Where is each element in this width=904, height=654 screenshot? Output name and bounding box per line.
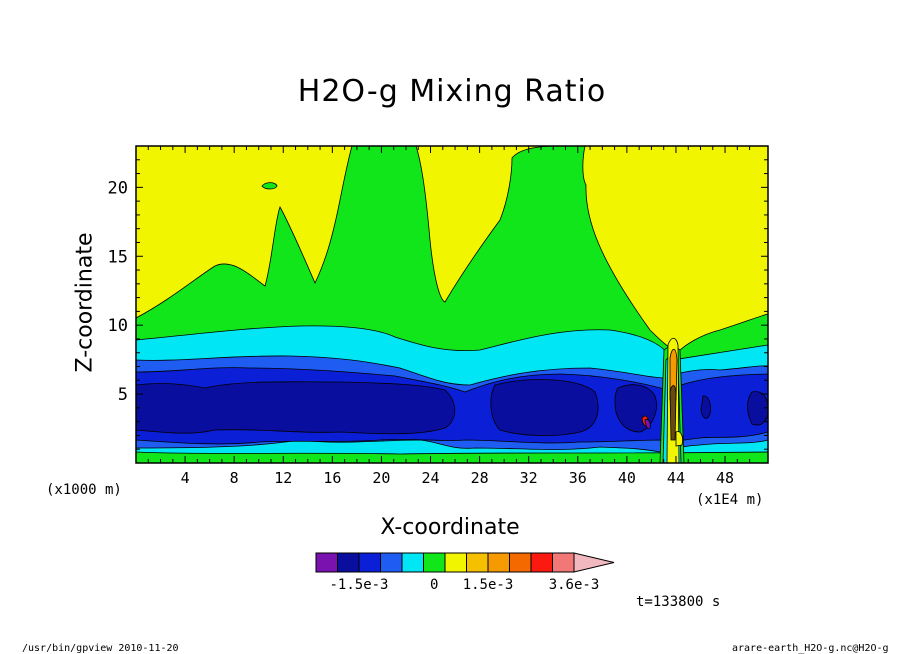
- y-tick-label: 15: [108, 247, 128, 267]
- field-green-spot: [261, 182, 278, 190]
- y-tick-label: 5: [118, 385, 128, 405]
- colorbar-swatch: [509, 552, 532, 573]
- field-spike-dark: [669, 385, 677, 441]
- x-unit-right: (x1E4 m): [696, 492, 764, 508]
- colorbar-label: 0: [430, 577, 438, 593]
- colorbar-swatch: [444, 552, 467, 573]
- y-tick-label: 20: [108, 178, 128, 198]
- colorbar-swatch: [530, 552, 553, 573]
- footer-right: arare-earth_H2O-g.nc@H2O-g: [732, 643, 889, 654]
- colorbar-swatch: [487, 552, 510, 573]
- field-navy-1: [136, 381, 456, 435]
- x-tick-label: 16: [323, 469, 341, 487]
- field-navy-2: [490, 379, 599, 437]
- y-axis-label: Z-coordinate: [72, 232, 98, 373]
- field-green-bottom: [136, 451, 768, 463]
- colorbar-label: 1.5e-3: [463, 577, 514, 593]
- chart-title: H2O-g Mixing Ratio: [297, 74, 607, 109]
- time-label: t=133800 s: [636, 594, 721, 610]
- x-tick-label: 4: [181, 469, 190, 487]
- colorbar-arrow: [573, 552, 615, 573]
- plot-frame: [135, 145, 769, 464]
- footer-left: /usr/bin/gpview 2010-11-20: [22, 643, 179, 654]
- x-tick-label: 24: [421, 469, 439, 487]
- x-tick-label: 40: [618, 469, 636, 487]
- y-tick-label: 10: [108, 316, 128, 336]
- colorbar-swatch: [358, 552, 381, 573]
- x-axis-label: X-coordinate: [380, 515, 520, 540]
- x-tick-label: 20: [372, 469, 390, 487]
- colorbar-swatch: [401, 552, 424, 573]
- x-tick-label: 8: [230, 469, 239, 487]
- colorbar-label: -1.5e-3: [329, 577, 388, 593]
- x-tick-label: 44: [667, 469, 685, 487]
- x-tick-label: 28: [471, 469, 489, 487]
- colorbar-swatch: [552, 552, 575, 573]
- x-tick-label: 36: [569, 469, 587, 487]
- colorbar-swatch: [423, 552, 446, 573]
- colorbar-swatch: [380, 552, 403, 573]
- field-spike-purple: [644, 419, 651, 430]
- x-unit-left: (x1000 m): [46, 482, 122, 498]
- colorbar-swatch: [466, 552, 489, 573]
- colorbar-swatch: [337, 552, 360, 573]
- colorbar-swatch: [315, 552, 338, 573]
- field-navy-5: [700, 395, 711, 419]
- x-tick-label: 12: [274, 469, 292, 487]
- x-tick-label: 32: [520, 469, 538, 487]
- x-tick-label: 48: [716, 469, 734, 487]
- field-yellow-low: [675, 431, 683, 447]
- field-navy-4: [747, 391, 768, 426]
- colorbar-label: 3.6e-3: [549, 577, 600, 593]
